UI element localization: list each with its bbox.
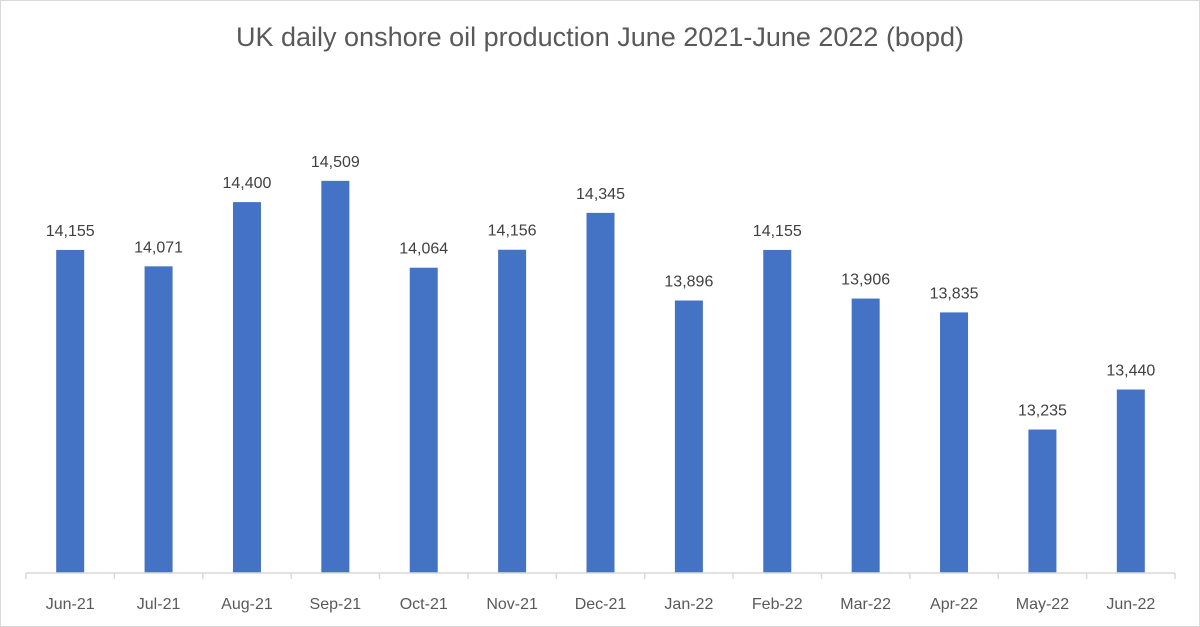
- chart-title: UK daily onshore oil production June 202…: [236, 22, 964, 52]
- x-tick-label: Jun-22: [1106, 596, 1155, 613]
- data-label: 13,235: [1018, 403, 1067, 420]
- x-tick-label: Jan-22: [664, 596, 713, 613]
- x-tick-label: Nov-21: [486, 596, 538, 613]
- bar: [940, 312, 969, 573]
- bar: [232, 202, 261, 573]
- bar: [144, 266, 173, 573]
- data-label: 14,345: [576, 186, 625, 203]
- data-label: 14,156: [488, 223, 537, 240]
- bar: [1028, 429, 1057, 573]
- x-tick-label: May-22: [1016, 596, 1069, 613]
- data-label: 14,400: [222, 175, 271, 192]
- x-tick-label: Oct-21: [400, 596, 448, 613]
- bar: [409, 267, 438, 573]
- x-tick-label: Jun-21: [46, 596, 95, 613]
- bar: [498, 249, 527, 574]
- data-label: 13,896: [664, 274, 713, 291]
- bar: [674, 300, 703, 573]
- data-label: 14,064: [399, 241, 448, 258]
- data-label: 14,155: [753, 223, 802, 240]
- x-tick-label: Jul-21: [137, 596, 181, 613]
- data-label: 13,835: [930, 285, 979, 302]
- bar: [763, 249, 792, 573]
- bar: [851, 298, 880, 573]
- data-label: 14,155: [46, 223, 95, 240]
- bar: [1116, 389, 1145, 573]
- x-tick-label: Aug-21: [221, 596, 273, 613]
- bar: [56, 249, 85, 573]
- bar: [586, 212, 615, 573]
- data-label: 14,071: [134, 239, 183, 256]
- x-tick-label: Apr-22: [930, 596, 978, 613]
- data-label: 13,906: [841, 272, 890, 289]
- x-tick-label: Mar-22: [840, 596, 891, 613]
- data-label: 13,440: [1106, 363, 1155, 380]
- x-tick-label: Sep-21: [310, 596, 362, 613]
- x-tick-label: Dec-21: [575, 596, 627, 613]
- bar: [321, 180, 350, 573]
- x-tick-label: Feb-22: [752, 596, 803, 613]
- data-label: 14,509: [311, 154, 360, 171]
